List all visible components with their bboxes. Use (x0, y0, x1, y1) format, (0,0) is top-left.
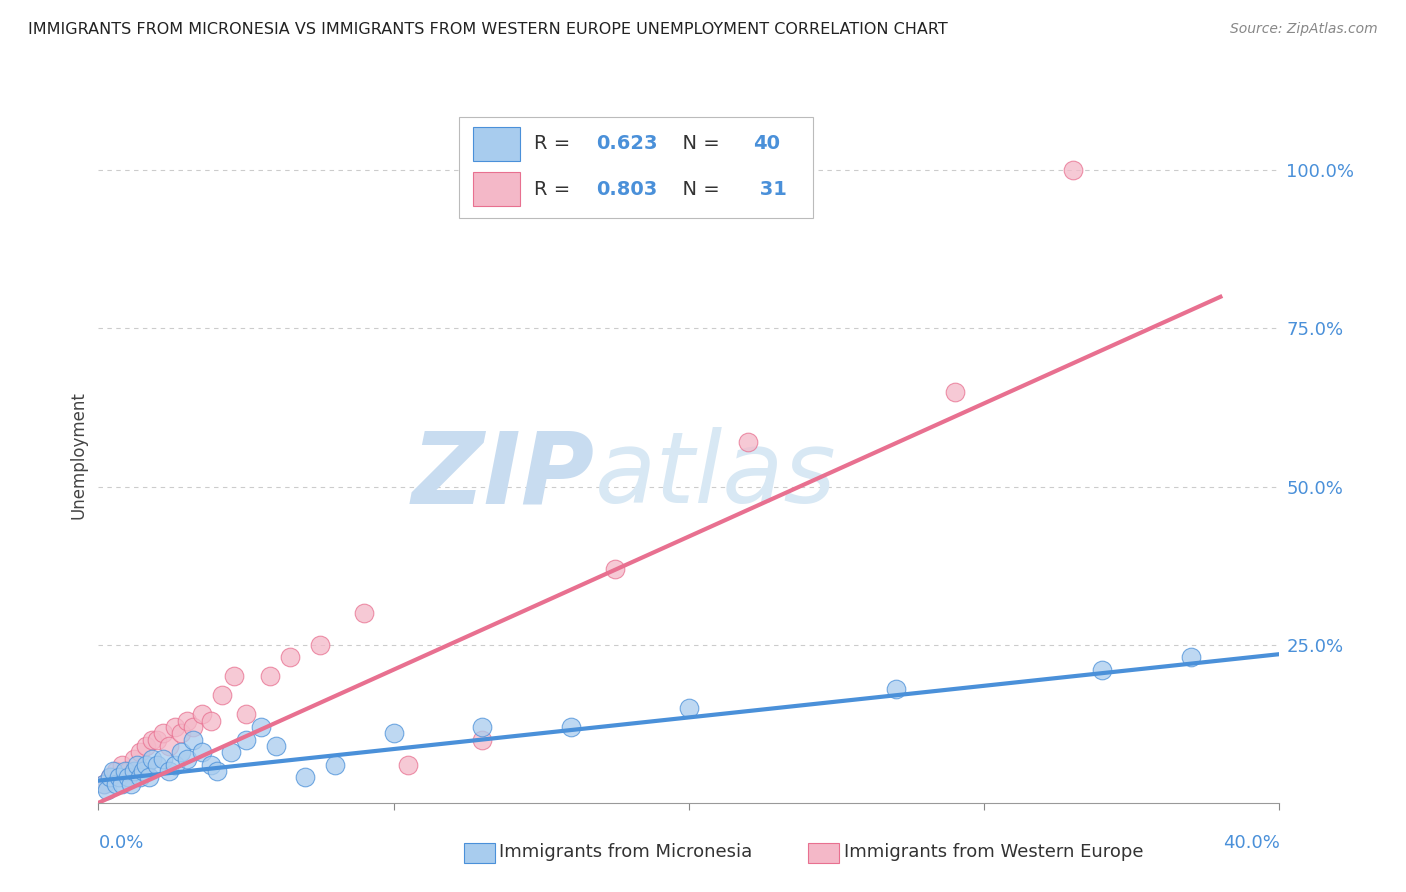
Text: IMMIGRANTS FROM MICRONESIA VS IMMIGRANTS FROM WESTERN EUROPE UNEMPLOYMENT CORREL: IMMIGRANTS FROM MICRONESIA VS IMMIGRANTS… (28, 22, 948, 37)
Point (471, 720, 494, 734)
Point (122, 764, 145, 779)
Text: 0.803: 0.803 (596, 179, 657, 199)
Point (93, 777, 115, 791)
Point (98, 771, 121, 785)
Point (138, 771, 160, 785)
Point (181, 732, 204, 747)
Point (157, 739, 180, 753)
Point (191, 745, 214, 759)
Point (259, 669, 281, 683)
Point (135, 739, 157, 753)
Point (211, 688, 233, 702)
Point (200, 714, 222, 728)
Point (122, 751, 145, 765)
Text: N =: N = (671, 179, 725, 199)
Point (120, 777, 142, 791)
Point (382, 726, 405, 740)
Text: 0.623: 0.623 (596, 135, 657, 153)
Point (117, 771, 139, 785)
Point (141, 732, 163, 747)
Point (105, 777, 128, 791)
Point (152, 751, 174, 765)
Point (98, 771, 121, 785)
Point (181, 720, 204, 734)
Point (114, 764, 136, 779)
Point (105, 764, 128, 779)
Text: R =: R = (534, 179, 576, 199)
Point (560, 720, 582, 734)
Text: R =: R = (534, 135, 576, 153)
Point (141, 751, 163, 765)
Text: atlas: atlas (595, 427, 837, 524)
Text: 31: 31 (752, 179, 786, 199)
Point (1062, 163, 1084, 178)
Y-axis label: Unemployment: Unemployment (69, 391, 87, 519)
Point (205, 764, 228, 779)
Point (224, 669, 246, 683)
Point (678, 701, 700, 715)
Point (152, 726, 174, 740)
Point (943, 384, 966, 399)
Point (146, 732, 169, 747)
Text: 40.0%: 40.0% (1223, 834, 1279, 852)
Point (235, 732, 257, 747)
Text: Immigrants from Western Europe: Immigrants from Western Europe (844, 843, 1143, 861)
Point (128, 745, 150, 759)
Point (309, 638, 332, 652)
Point (884, 681, 907, 696)
Point (165, 757, 187, 772)
Point (146, 757, 169, 772)
Point (96, 783, 118, 797)
Point (264, 739, 287, 753)
Point (111, 777, 134, 791)
Point (165, 720, 187, 734)
Point (323, 757, 346, 772)
Point (132, 764, 155, 779)
Point (737, 435, 759, 450)
Point (111, 757, 134, 772)
FancyBboxPatch shape (472, 128, 520, 161)
Text: 0.0%: 0.0% (98, 834, 143, 852)
Point (176, 751, 198, 765)
FancyBboxPatch shape (458, 118, 813, 219)
Text: Source: ZipAtlas.com: Source: ZipAtlas.com (1230, 22, 1378, 37)
Point (176, 714, 198, 728)
Point (170, 745, 193, 759)
Point (294, 771, 316, 785)
Point (117, 764, 139, 779)
Text: ZIP: ZIP (412, 427, 595, 524)
Point (396, 757, 419, 772)
Text: N =: N = (671, 135, 725, 153)
Point (250, 720, 273, 734)
Point (128, 771, 150, 785)
Point (353, 606, 375, 620)
Point (471, 732, 494, 747)
Point (219, 745, 242, 759)
Point (135, 757, 157, 772)
Point (191, 707, 214, 722)
Point (235, 707, 257, 722)
Point (103, 764, 125, 779)
Text: 40: 40 (752, 135, 780, 153)
Text: Immigrants from Micronesia: Immigrants from Micronesia (499, 843, 752, 861)
Point (157, 764, 180, 779)
Point (108, 771, 131, 785)
Point (278, 650, 302, 665)
Point (1180, 650, 1202, 665)
Point (125, 757, 148, 772)
Point (93, 777, 115, 791)
Point (1091, 663, 1114, 677)
Point (605, 562, 627, 576)
Point (170, 726, 193, 740)
FancyBboxPatch shape (472, 172, 520, 206)
Point (200, 757, 222, 772)
